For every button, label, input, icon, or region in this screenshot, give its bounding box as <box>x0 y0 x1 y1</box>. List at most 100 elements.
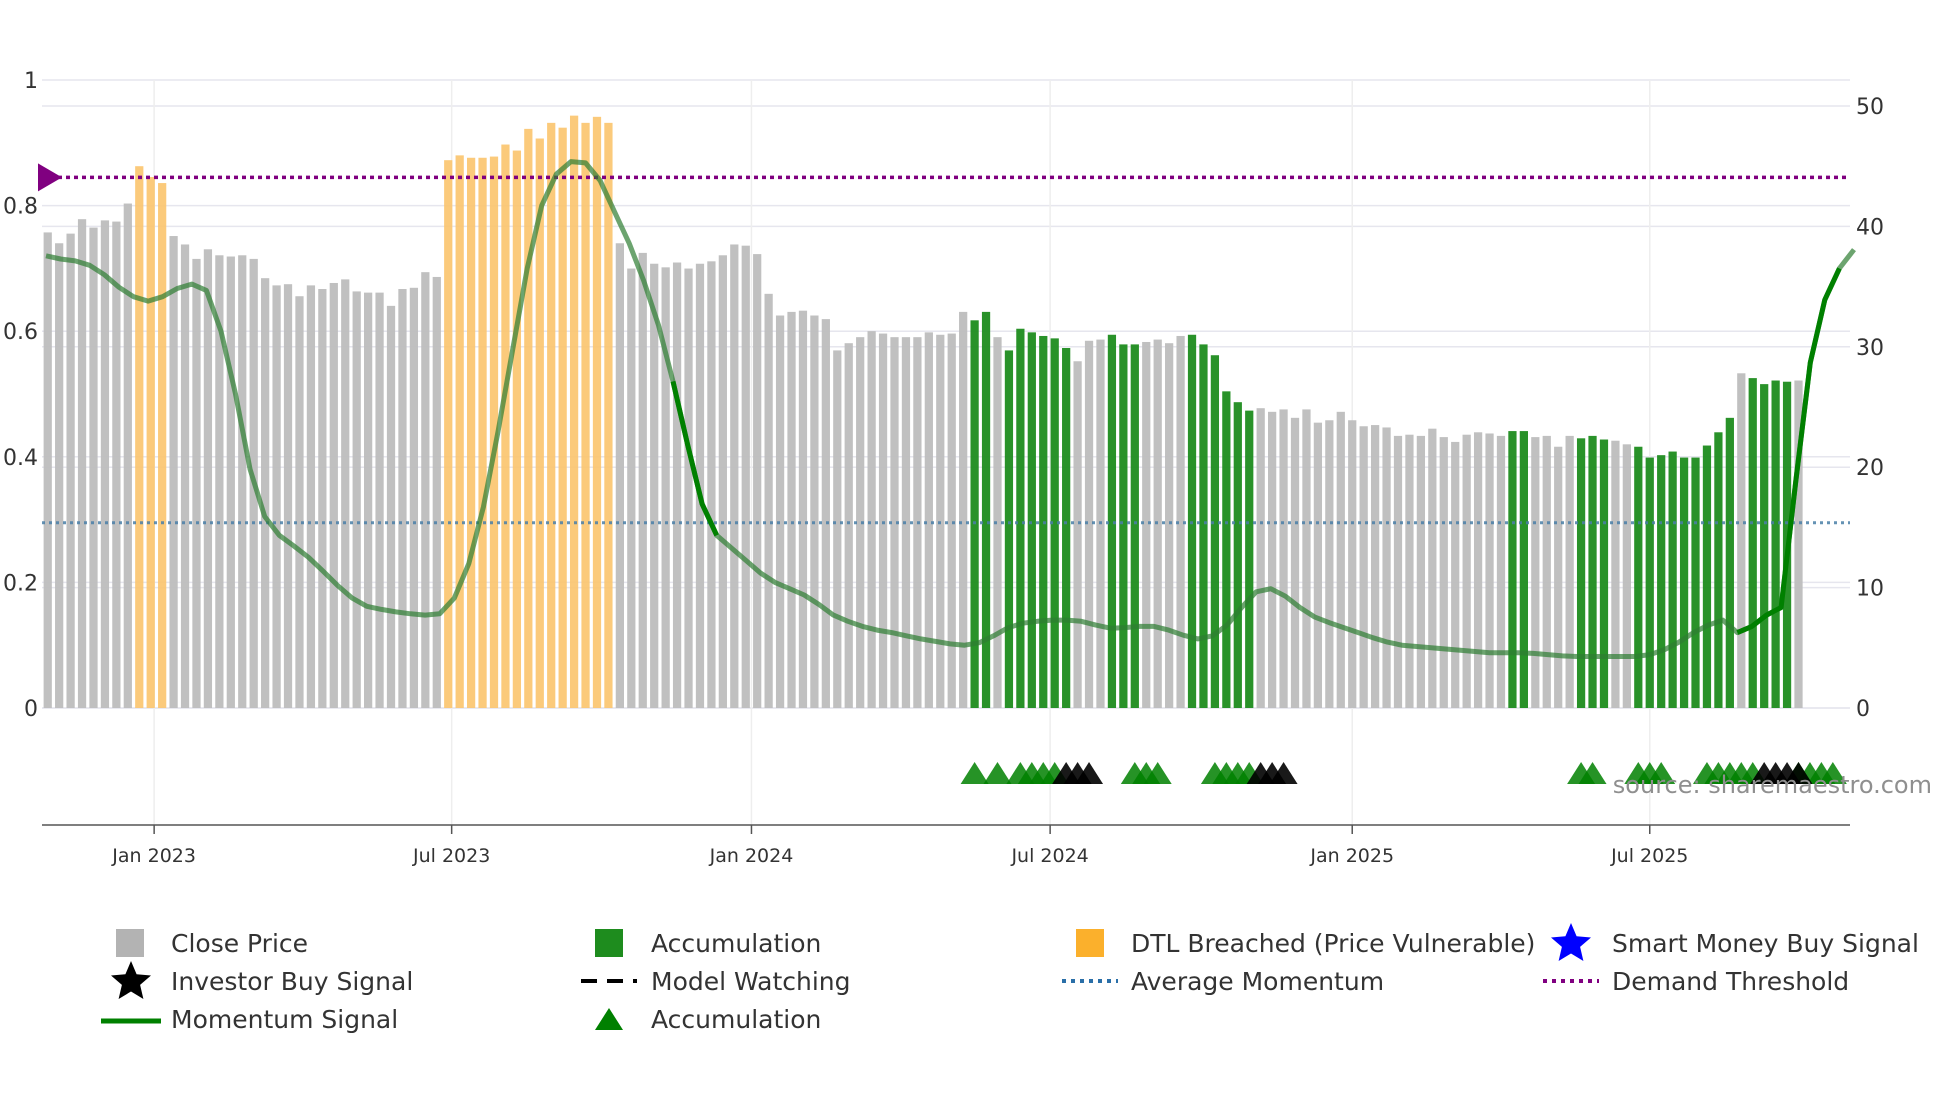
accumulation-signal-triangle-icon <box>983 762 1012 784</box>
close-price-bar <box>352 291 361 708</box>
left-axis-tick-label: 0.2 <box>3 571 38 596</box>
close-price-bar <box>730 244 739 708</box>
bars-layer <box>43 115 1803 709</box>
close-price-bar <box>707 261 716 708</box>
x-tick-label: Jan 2024 <box>709 845 794 867</box>
accumulation-bar <box>1576 438 1586 708</box>
legend-close-swatch <box>116 929 144 957</box>
close-price-bar <box>1165 343 1174 708</box>
accumulation-bar <box>970 320 979 708</box>
legend-smart-money-label: Smart Money Buy Signal <box>1612 929 1919 958</box>
x-tick-label: Jul 2023 <box>412 845 490 867</box>
close-price-bar <box>66 233 75 708</box>
close-price-bar <box>1473 432 1483 708</box>
close-price-bar <box>1485 433 1494 708</box>
close-price-bar <box>1279 409 1288 708</box>
legend-investor-label: Investor Buy Signal <box>171 967 413 996</box>
close-price-bar <box>169 236 178 709</box>
close-price-bar <box>421 272 430 708</box>
accumulation-bar <box>1668 451 1677 708</box>
accumulation-bar <box>1725 417 1734 708</box>
close-price-bar <box>718 255 727 708</box>
close-price-bar <box>1496 435 1506 708</box>
close-price-bar <box>295 296 304 708</box>
investor-signal-triangle-icon <box>1269 762 1298 784</box>
close-price-bar <box>398 289 407 708</box>
close-price-bar <box>890 337 899 708</box>
accumulation-bar <box>1760 384 1769 708</box>
dtl-breached-bar <box>466 157 476 709</box>
dtl-breached-bar <box>604 122 613 708</box>
close-price-bar <box>810 315 819 708</box>
right-axis-tick-label: 40 <box>1856 215 1884 240</box>
investor-signal-triangle-icon <box>1784 762 1813 784</box>
close-price-bar <box>112 221 121 709</box>
close-price-bar <box>1290 417 1300 708</box>
accumulation-bar <box>1714 432 1723 708</box>
dtl-breached-bar <box>558 127 567 708</box>
close-price-bar <box>192 258 201 708</box>
accumulation-bar <box>1245 410 1254 708</box>
close-price-bar <box>341 279 350 708</box>
close-price-bar <box>1313 422 1323 708</box>
close-price-bar <box>615 243 624 709</box>
close-price-bar <box>215 255 224 708</box>
x-tick-label: Jan 2025 <box>1309 845 1394 867</box>
accumulation-bar <box>1508 431 1517 708</box>
accumulation-bar <box>1519 431 1528 708</box>
legend-dtl-label: DTL Breached (Price Vulnerable) <box>1131 929 1535 958</box>
close-price-bar <box>100 220 110 708</box>
source-label: source: sharemaestro.com <box>1613 771 1932 799</box>
close-price-bar <box>238 255 247 708</box>
accumulation-bar <box>1130 344 1139 708</box>
accumulation-bar <box>1004 350 1014 708</box>
close-price-bar <box>1794 380 1803 708</box>
close-price-bar <box>306 285 316 708</box>
dtl-breached-bar <box>592 116 602 708</box>
close-price-bar <box>1416 435 1426 708</box>
legend-investor-star-icon <box>111 961 151 999</box>
close-price-bar <box>638 252 647 708</box>
legend-average-label: Average Momentum <box>1131 967 1384 996</box>
accumulation-bar <box>1679 457 1689 708</box>
accumulation-bar <box>1657 455 1666 708</box>
legend-watching-label: Model Watching <box>651 967 851 996</box>
legend-smart-money-star-icon <box>1551 923 1591 961</box>
legend: Close Price Accumulation DTL Breached (P… <box>101 923 1919 1034</box>
accumulation-bar <box>1233 402 1242 708</box>
momentum-signal-active-segment <box>1736 267 1842 635</box>
close-price-bar <box>844 343 853 708</box>
accumulation-bar <box>1588 435 1597 708</box>
close-price-bar <box>856 337 865 708</box>
close-price-bar <box>959 311 968 708</box>
accumulation-signal-triangle-icon <box>1578 762 1607 784</box>
legend-accumulation-swatch <box>595 929 623 957</box>
left-axis-tick-label: 0.4 <box>3 446 38 471</box>
close-price-bar <box>1531 437 1540 708</box>
left-axis-tick-label: 0 <box>24 697 38 722</box>
accumulation-bar <box>1645 457 1654 708</box>
close-price-bar <box>1405 434 1414 708</box>
accumulation-bar <box>981 311 991 708</box>
accumulation-signal-triangle-icon <box>1143 762 1172 784</box>
close-price-bar <box>684 268 693 708</box>
legend-momentum-label: Momentum Signal <box>171 1005 398 1034</box>
close-price-bar <box>833 350 842 708</box>
close-price-bar <box>226 256 235 708</box>
accumulation-bar <box>1050 338 1059 708</box>
close-price-bar <box>43 232 52 709</box>
close-price-bar <box>650 263 659 708</box>
accumulation-bar <box>1027 332 1036 708</box>
close-price-bar <box>1336 411 1345 708</box>
signal-markers-layer <box>960 762 1847 784</box>
close-price-bar <box>1348 420 1357 708</box>
close-price-bar <box>203 249 213 708</box>
dtl-breached-bar <box>135 166 144 708</box>
close-price-bar <box>993 337 1002 708</box>
right-axis-tick-label: 30 <box>1856 336 1884 361</box>
dtl-breached-bar <box>501 144 510 708</box>
momentum-signal-active-segment <box>670 380 719 537</box>
dtl-breached-bar <box>524 128 533 709</box>
close-price-bar <box>318 289 327 708</box>
